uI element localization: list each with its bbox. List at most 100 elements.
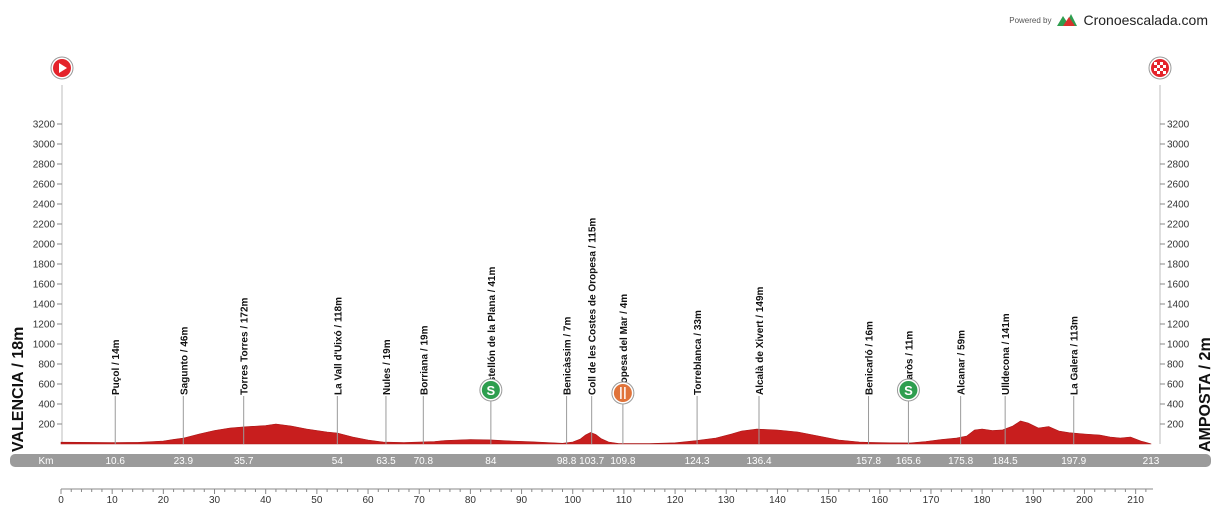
y-tick-label-right: 400 (1167, 400, 1184, 411)
y-tick-label-left: 2800 (33, 160, 56, 171)
x-tick-label: 130 (718, 495, 735, 506)
km-band-title: Km (39, 456, 54, 467)
finish-label: AMPOSTA / 2m (1197, 337, 1214, 452)
sprint-icon-disc (899, 381, 918, 399)
mountain-logo-icon (1057, 14, 1078, 26)
y-tick-label-left: 1200 (33, 320, 56, 331)
y-tick-label-right: 800 (1167, 360, 1184, 371)
checker-square (1160, 68, 1163, 71)
x-tick-label: 170 (923, 495, 940, 506)
km-band-value: 165.6 (896, 456, 921, 467)
waypoint-label: Borriana / 19m (419, 325, 430, 395)
x-tick-label: 140 (769, 495, 786, 506)
km-band-value: 23.9 (174, 456, 194, 467)
y-tick-label-left: 600 (38, 380, 55, 391)
waypoint-label: Torres Torres / 172m (240, 297, 251, 395)
play-arrow-icon (59, 63, 67, 73)
brand-credit[interactable]: Powered by Cronoescalada.com (1009, 12, 1208, 28)
sprint-icon: S (896, 378, 920, 402)
y-tick-label-left: 3200 (33, 120, 56, 131)
x-tick-label: 50 (311, 495, 323, 506)
sprint-icon: S (479, 378, 503, 402)
waypoint-label: Puçol / 14m (111, 339, 122, 395)
checker-square (1163, 65, 1166, 68)
finish-flag-icon (1148, 56, 1172, 80)
powered-by-text: Powered by (1009, 15, 1052, 25)
waypoint-label: Nules / 19m (382, 339, 393, 395)
km-band-value: 184.5 (993, 456, 1018, 467)
waypoint-label: Coll de les Costes de Oropesa / 115m (588, 218, 599, 395)
y-tick-label-left: 1400 (33, 300, 56, 311)
checker-square (1157, 65, 1160, 68)
x-tick-label: 150 (820, 495, 837, 506)
km-band-value: 103.7 (579, 456, 604, 467)
km-band (10, 454, 1211, 467)
y-tick-label-left: 2400 (33, 200, 56, 211)
start-label: VALENCIA / 18m (10, 327, 27, 452)
x-tick-label: 80 (465, 495, 477, 506)
km-band-value: 63.5 (376, 456, 396, 467)
waypoint-label: Vinaròs / 11m (904, 331, 915, 395)
y-tick-label-right: 2800 (1167, 160, 1190, 171)
y-tick-label-right: 1800 (1167, 260, 1190, 271)
y-tick-label-left: 1800 (33, 260, 56, 271)
km-band-value: 35.7 (234, 456, 254, 467)
x-tick-label: 180 (974, 495, 991, 506)
km-band-value: 197.9 (1061, 456, 1086, 467)
x-tick-label: 160 (871, 495, 888, 506)
brand-name: Cronoescalada.com (1083, 12, 1208, 28)
waypoint-label: Alcanar / 59m (957, 330, 968, 395)
y-axis: 200 200 400 400 600 600 800 800 1000 1000 1200 1200… (33, 85, 1190, 444)
y-tick-label-left: 2000 (33, 240, 56, 251)
km-band-value: 124.3 (685, 456, 710, 467)
checker-square (1160, 62, 1163, 65)
x-tick-label: 200 (1076, 495, 1093, 506)
y-tick-label-right: 600 (1167, 380, 1184, 391)
km-band-value: 136.4 (746, 456, 771, 467)
y-tick-label-right: 1600 (1167, 280, 1190, 291)
y-tick-label-right: 1200 (1167, 320, 1190, 331)
y-tick-label-left: 400 (38, 400, 55, 411)
km-band-value: 98.8 (557, 456, 577, 467)
km-band-value: 157.8 (856, 456, 881, 467)
km-band-value: 54 (332, 456, 344, 467)
x-axis: 0 10 20 30 40 50 60 70 80 90 100 110 120 130 140 150 160… (58, 488, 1153, 506)
feed-zone-icon-disc (613, 384, 632, 402)
feed-zone-icon (611, 381, 635, 405)
checker-square (1154, 62, 1157, 65)
checker-square (1163, 71, 1166, 74)
waypoint-label: Benicàssim / 7m (563, 317, 574, 395)
sprint-icon-letter: S (904, 383, 913, 398)
waypoint-label: Torreblanca / 33m (693, 310, 704, 395)
waypoint-label: La Vall d'Uixó / 118m (333, 297, 344, 395)
km-band-value: 175.8 (948, 456, 973, 467)
waypoint-label: Benicarló / 16m (865, 321, 876, 395)
waypoint-label: Castellón de la Plana / 41m (487, 267, 498, 395)
waypoint-label: Alcalà de Xivert / 149m (755, 286, 766, 395)
x-tick-label: 100 (564, 495, 581, 506)
x-tick-label: 30 (209, 495, 221, 506)
y-tick-label-left: 1000 (33, 340, 56, 351)
y-tick-label-left: 2600 (33, 180, 56, 191)
y-tick-label-left: 3000 (33, 140, 56, 151)
km-band-value: 109.8 (610, 456, 635, 467)
waypoint-label: Ulldecona / 141m (1001, 313, 1012, 395)
checker-square (1154, 68, 1157, 71)
y-tick-label-right: 2600 (1167, 180, 1190, 191)
x-tick-label: 120 (667, 495, 684, 506)
x-tick-label: 110 (616, 495, 632, 506)
waypoint-label: La Galera / 113m (1070, 316, 1081, 395)
x-tick-label: 70 (414, 495, 426, 506)
y-tick-label-right: 2000 (1167, 240, 1190, 251)
endpoints: VALENCIA / 18m AMPOSTA / 2m (10, 56, 1214, 452)
y-tick-label-right: 3200 (1167, 120, 1190, 131)
y-tick-label-left: 2200 (33, 220, 56, 231)
waypoint-label: Oropesa del Mar / 4m (619, 294, 630, 395)
waypoint-label: Sagunto / 46m (179, 327, 190, 395)
y-tick-label-right: 200 (1167, 420, 1184, 431)
km-band-value: 84 (485, 456, 497, 467)
y-tick-label-right: 2200 (1167, 220, 1190, 231)
x-tick-label: 190 (1025, 495, 1042, 506)
km-band-value: 213 (1143, 456, 1160, 467)
